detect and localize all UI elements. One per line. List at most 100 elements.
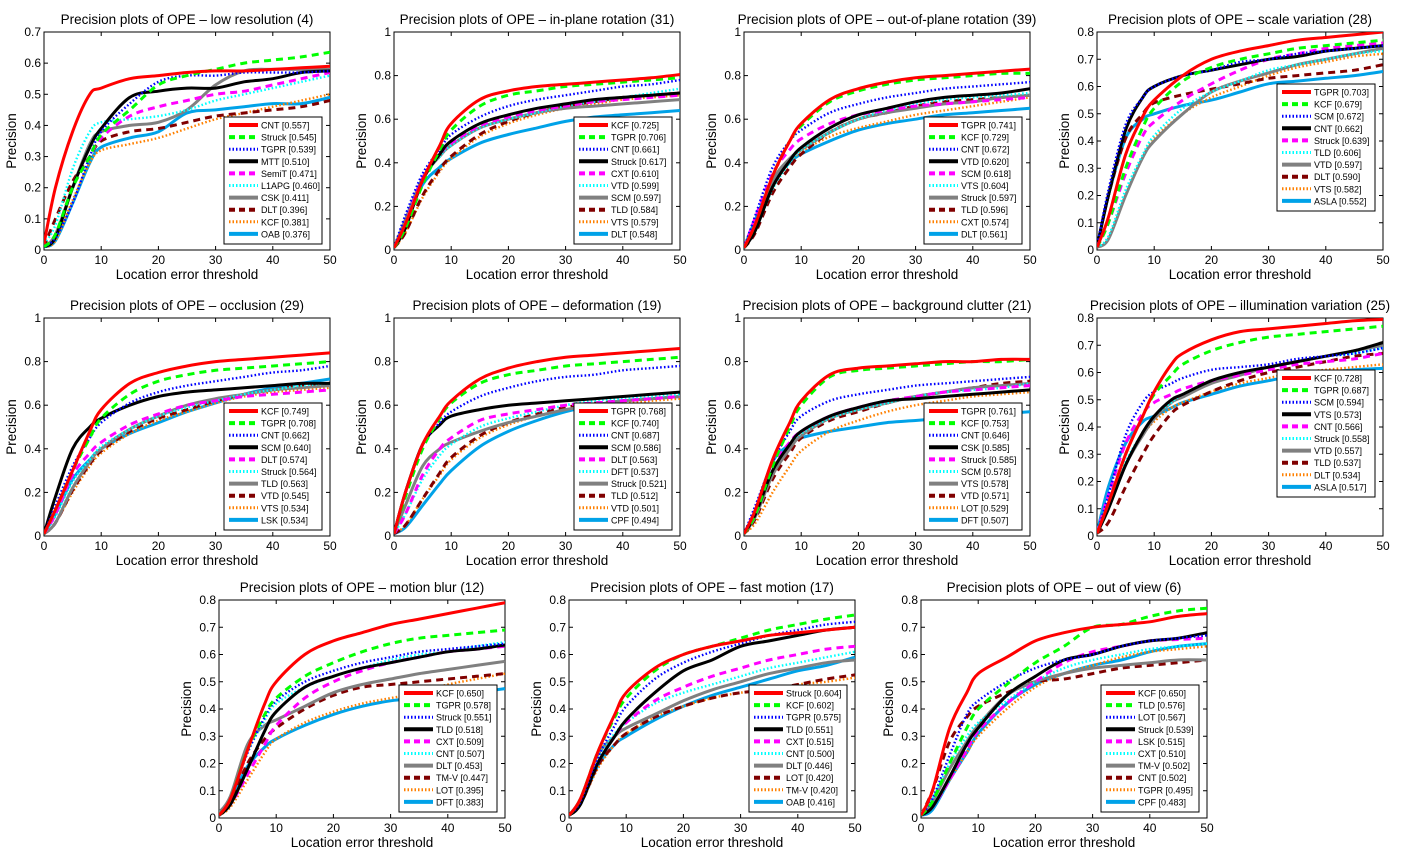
legend-entry: TGPR [0.703] — [1314, 88, 1369, 98]
series-group — [921, 606, 1207, 817]
y-tick-label: 0.6 — [24, 398, 41, 412]
y-tick-label: 0.4 — [549, 702, 566, 716]
precision-plot-1: Precision plots of OPE – in-plane rotati… — [350, 4, 700, 288]
x-tick-label: 0 — [41, 253, 48, 267]
series-line-tld — [921, 606, 1207, 817]
series-line-dlt — [1097, 63, 1383, 248]
y-tick-label: 0.4 — [1077, 134, 1094, 148]
y-tick-label: 0 — [34, 529, 41, 543]
series-line-cnt — [744, 80, 1030, 249]
legend-entry: CSK [0.411] — [261, 193, 309, 203]
x-tick-label: 0 — [1094, 539, 1101, 553]
series-line-tm-v — [921, 658, 1207, 817]
y-tick-label: 0.6 — [24, 56, 41, 70]
series-line-cnt — [394, 78, 680, 249]
y-tick-label: 0.2 — [1077, 475, 1094, 489]
legend-entry: DLT [0.561] — [961, 229, 1007, 239]
legend-entry: CNT [0.662] — [261, 431, 309, 441]
x-tick-label: 30 — [1262, 253, 1276, 267]
y-axis-label: Precision — [704, 113, 719, 169]
legend: CNT [0.557] Struck [0.545] TGPR [0.539] MTT… — [223, 116, 323, 245]
legend-entry: CNT [0.500] — [786, 749, 834, 759]
x-tick-label: 40 — [441, 821, 455, 835]
x-tick-label: 40 — [616, 539, 630, 553]
x-tick-label: 50 — [1376, 539, 1390, 553]
y-tick-label: 0.2 — [1077, 189, 1094, 203]
legend: KCF [0.749] TGPR [0.708] CNT [0.662] SCM [0… — [223, 402, 323, 531]
y-tick-label: 0.6 — [1077, 80, 1094, 94]
y-tick-label: 0.6 — [724, 112, 741, 126]
x-tick-label: 10 — [795, 253, 809, 267]
precision-plot-8: Precision plots of OPE – motion blur (12… — [175, 572, 525, 856]
precision-plot-10: Precision plots of OPE – out of view (6)… — [877, 572, 1227, 856]
x-tick-label: 10 — [795, 539, 809, 553]
x-tick-label: 40 — [1143, 821, 1157, 835]
legend-entry: TGPR [0.495] — [1138, 785, 1193, 795]
series-line-cnt — [394, 364, 680, 535]
series-line-kcf — [219, 601, 505, 817]
y-tick-label: 0.1 — [901, 784, 918, 798]
series-line-cnt — [921, 658, 1207, 816]
x-tick-label: 20 — [1205, 253, 1219, 267]
legend-entry: CXT [0.574] — [961, 217, 1009, 227]
legend: KCF [0.650] TLD [0.576] LOT [0.567] Struck … — [1100, 684, 1200, 813]
x-tick-label: 30 — [734, 821, 748, 835]
series-line-tld — [1097, 351, 1383, 535]
chart-title: Precision plots of OPE – occlusion (29) — [70, 298, 304, 313]
x-tick-label: 50 — [1200, 821, 1214, 835]
x-tick-label: 50 — [673, 539, 687, 553]
x-tick-label: 30 — [559, 539, 573, 553]
x-tick-label: 40 — [266, 539, 280, 553]
legend-entry: KCF [0.650] — [436, 689, 484, 699]
y-tick-label: 0.7 — [1077, 52, 1094, 66]
legend-entry: Struck [0.604] — [786, 689, 842, 699]
legend-entry: VTD [0.597] — [1314, 160, 1362, 170]
legend-entry: VTD [0.599] — [611, 181, 659, 191]
y-tick-label: 0.4 — [901, 702, 918, 716]
legend-entry: MTT [0.510] — [261, 157, 309, 167]
x-tick-label: 40 — [1319, 539, 1333, 553]
x-tick-label: 40 — [966, 539, 980, 553]
y-tick-label: 0.6 — [1077, 366, 1094, 380]
series-group — [394, 73, 680, 249]
precision-plot-5: Precision plots of OPE – deformation (19… — [350, 290, 700, 574]
precision-plot-4: Precision plots of OPE – occlusion (29) 0… — [0, 290, 350, 574]
legend-entry: CNT [0.566] — [1314, 422, 1362, 432]
series-group — [744, 357, 1030, 535]
series-line-cnt — [44, 364, 330, 535]
series-group — [1097, 318, 1383, 535]
x-tick-label: 30 — [909, 539, 923, 553]
series-line-cnt — [1097, 351, 1383, 534]
legend-entry: L1APG [0.460] — [261, 181, 320, 191]
y-tick-label: 0.6 — [724, 398, 741, 412]
series-line-tgpr — [744, 357, 1030, 535]
series-line-cxt — [921, 642, 1207, 814]
series-line-kcf — [1097, 318, 1383, 534]
legend-entry: CXT [0.509] — [436, 737, 484, 747]
x-axis-label: Location error threshold — [993, 835, 1136, 850]
x-tick-label: 0 — [741, 253, 748, 267]
chart-svg: Precision plots of OPE – scale variation… — [1057, 12, 1390, 282]
x-tick-label: 20 — [327, 821, 341, 835]
y-tick-label: 0.2 — [24, 181, 41, 195]
legend-entry: KCF [0.728] — [1314, 374, 1362, 384]
y-axis-label: Precision — [529, 681, 544, 737]
legend-entry: TLD [0.537] — [1314, 458, 1361, 468]
y-tick-label: 0.5 — [199, 675, 216, 689]
y-tick-label: 0 — [34, 243, 41, 257]
legend-entry: DFT [0.383] — [436, 797, 483, 807]
legend-entry: KCF [0.381] — [261, 217, 309, 227]
legend-entry: VTD [0.620] — [961, 157, 1009, 167]
series-group — [394, 347, 680, 536]
series-line-struck — [569, 625, 855, 817]
legend-entry: KCF [0.753] — [961, 419, 1009, 429]
chart-svg: Precision plots of OPE – illumination va… — [1057, 298, 1390, 568]
y-tick-label: 0.2 — [549, 757, 566, 771]
series-group — [1097, 32, 1383, 249]
x-tick-label: 20 — [1029, 821, 1043, 835]
x-tick-label: 50 — [323, 253, 337, 267]
y-tick-label: 0.7 — [199, 620, 216, 634]
x-tick-label: 20 — [852, 539, 866, 553]
x-axis-label: Location error threshold — [816, 553, 959, 568]
series-line-tgpr — [569, 620, 855, 817]
